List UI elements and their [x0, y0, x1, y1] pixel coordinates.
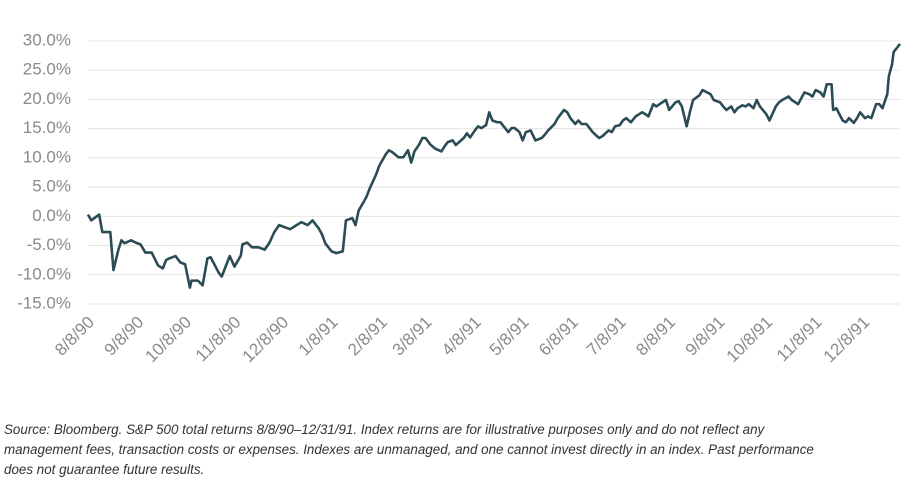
- y-tick-label: -5.0%: [27, 235, 71, 254]
- x-tick-label: 1/8/91: [295, 313, 342, 360]
- x-tick-label: 4/8/91: [438, 313, 485, 360]
- x-tick-label: 8/8/90: [51, 313, 98, 360]
- x-tick-label: 6/8/91: [535, 313, 582, 360]
- footnote-line: does not guarantee future results.: [4, 462, 205, 477]
- x-tick-label: 5/8/91: [486, 313, 533, 360]
- y-tick-label: 0.0%: [32, 206, 71, 225]
- footnote-line: management fees, transaction costs or ex…: [4, 442, 814, 457]
- x-tick-label: 10/8/90: [142, 313, 196, 367]
- x-tick-label: 7/8/91: [583, 313, 630, 360]
- footnote: Source: Bloomberg. S&P 500 total returns…: [4, 420, 910, 480]
- x-tick-label: 12/8/91: [820, 313, 874, 367]
- data-line: [86, 43, 902, 289]
- x-tick-label: 9/8/91: [682, 313, 729, 360]
- x-tick-label: 9/8/90: [100, 313, 147, 360]
- y-tick-label: 5.0%: [32, 177, 71, 196]
- x-tick-label: 2/8/91: [344, 313, 391, 360]
- y-tick-label: -10.0%: [17, 264, 71, 283]
- y-tick-label: 15.0%: [23, 118, 71, 137]
- x-tick-label: 10/8/91: [723, 313, 777, 367]
- x-tick-label: 11/8/90: [192, 313, 245, 366]
- y-tick-label: 30.0%: [23, 30, 71, 49]
- x-tick-label: 12/8/90: [239, 313, 293, 367]
- y-tick-label: 20.0%: [23, 89, 71, 108]
- footnote-line: Source: Bloomberg. S&P 500 total returns…: [4, 422, 765, 437]
- chart: -15.0% -10.0% -5.0% 0.0% 5.0% 10.0% 15.0% 20.0%…: [17, 30, 902, 367]
- y-tick-label: 25.0%: [23, 60, 71, 79]
- x-tick-label: 8/8/91: [632, 313, 679, 360]
- x-tick-label: 3/8/91: [389, 313, 436, 360]
- y-tick-label: -15.0%: [17, 293, 71, 312]
- x-tick-label: 11/8/91: [773, 313, 826, 366]
- y-tick-label: 10.0%: [23, 147, 71, 166]
